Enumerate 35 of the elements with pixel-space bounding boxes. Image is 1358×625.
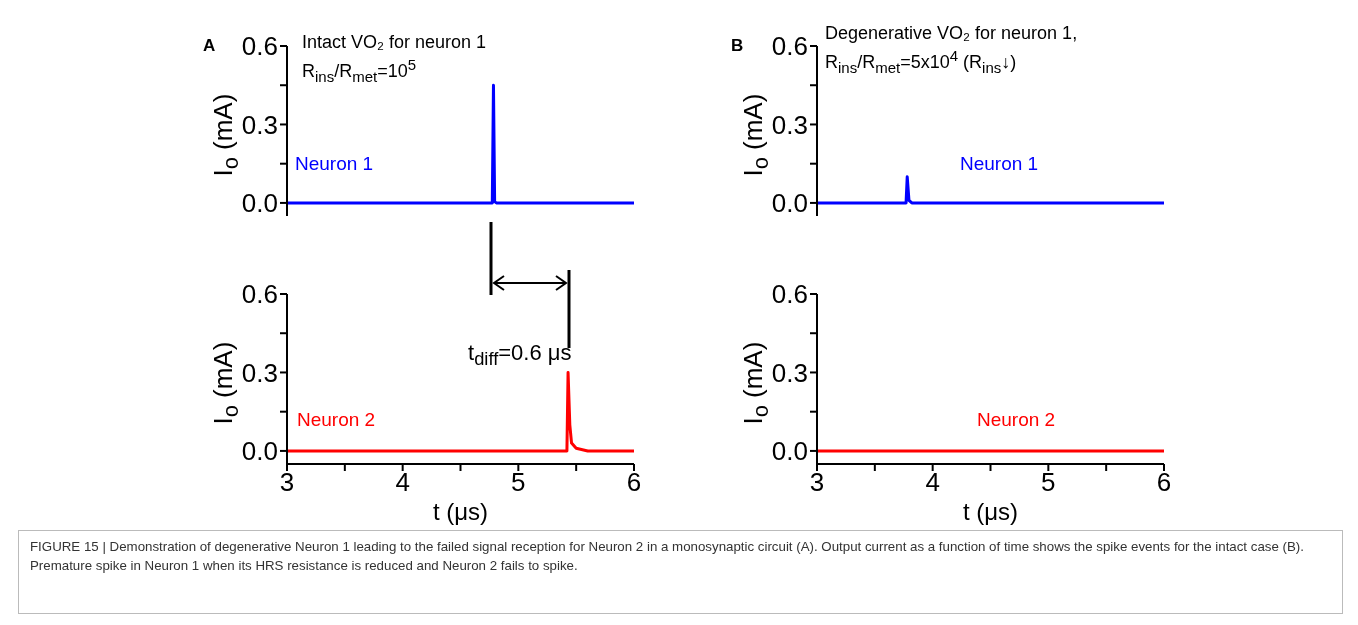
text: Degenerative VO₂ for neuron 1, [825, 22, 1078, 45]
x-tick-label: 3 [279, 467, 295, 498]
line-series [287, 370, 634, 453]
series-label: Neuron 2 [297, 409, 376, 431]
y-tick-label: 0.6 [241, 31, 278, 62]
x-tick-label: 6 [1156, 467, 1172, 498]
text: R$_{ins}$/R$_{met}$=5x10$^{4}$ (R$_{ins}$↓) [825, 47, 1017, 76]
annotation: t$_{diff}$=0.6 μs [468, 339, 572, 372]
annotation: R$_{ins}$/R$_{met}$=10$^{5}$ [302, 55, 417, 87]
x-tick-label: 3 [809, 467, 825, 498]
series-label: Neuron 2 [977, 409, 1056, 431]
y-tick-label: 0.6 [771, 31, 808, 62]
y-tick-label: 0.0 [771, 436, 808, 467]
annotation: Intact VO₂ for neuron 1 [302, 31, 487, 54]
y-tick-label: 0.0 [241, 436, 278, 467]
series-label: Neuron 1 [295, 153, 374, 175]
series-label: Neuron 1 [960, 153, 1039, 175]
y-tick-label: 0.0 [771, 188, 808, 219]
x-tick-label: 4 [395, 467, 410, 498]
x-tick-label: 5 [1041, 467, 1056, 498]
x-axis-title: t (μs) [961, 498, 1020, 526]
x-tick-label: 5 [511, 467, 526, 498]
y-tick-label: 0.3 [771, 357, 808, 388]
caption: FIGURE 15 | Demonstration of degenerative Neuron 1 leading to the failed signal reception for Neuron 2 in a monosynaptic circuit (A). Output current as a function of time shows the spike events for the intact case (B). Premature spike in Neuron 1 when its HRS resistance is reduced and Neuron 2 fails to spike. [30, 538, 1305, 575]
y-tick-label: 0.3 [241, 109, 278, 140]
y-tick-label: 0.6 [771, 279, 808, 310]
x-tick-label: 4 [925, 467, 940, 498]
text: B [731, 35, 744, 57]
y-tick-label: 0.6 [241, 279, 278, 310]
text: A [203, 35, 216, 57]
y-tick-label: 0.0 [241, 188, 278, 219]
y-tick-label: 0.3 [241, 357, 278, 388]
x-axis-title: t (μs) [431, 498, 490, 526]
y-tick-label: 0.3 [771, 109, 808, 140]
x-tick-label: 6 [626, 467, 642, 498]
